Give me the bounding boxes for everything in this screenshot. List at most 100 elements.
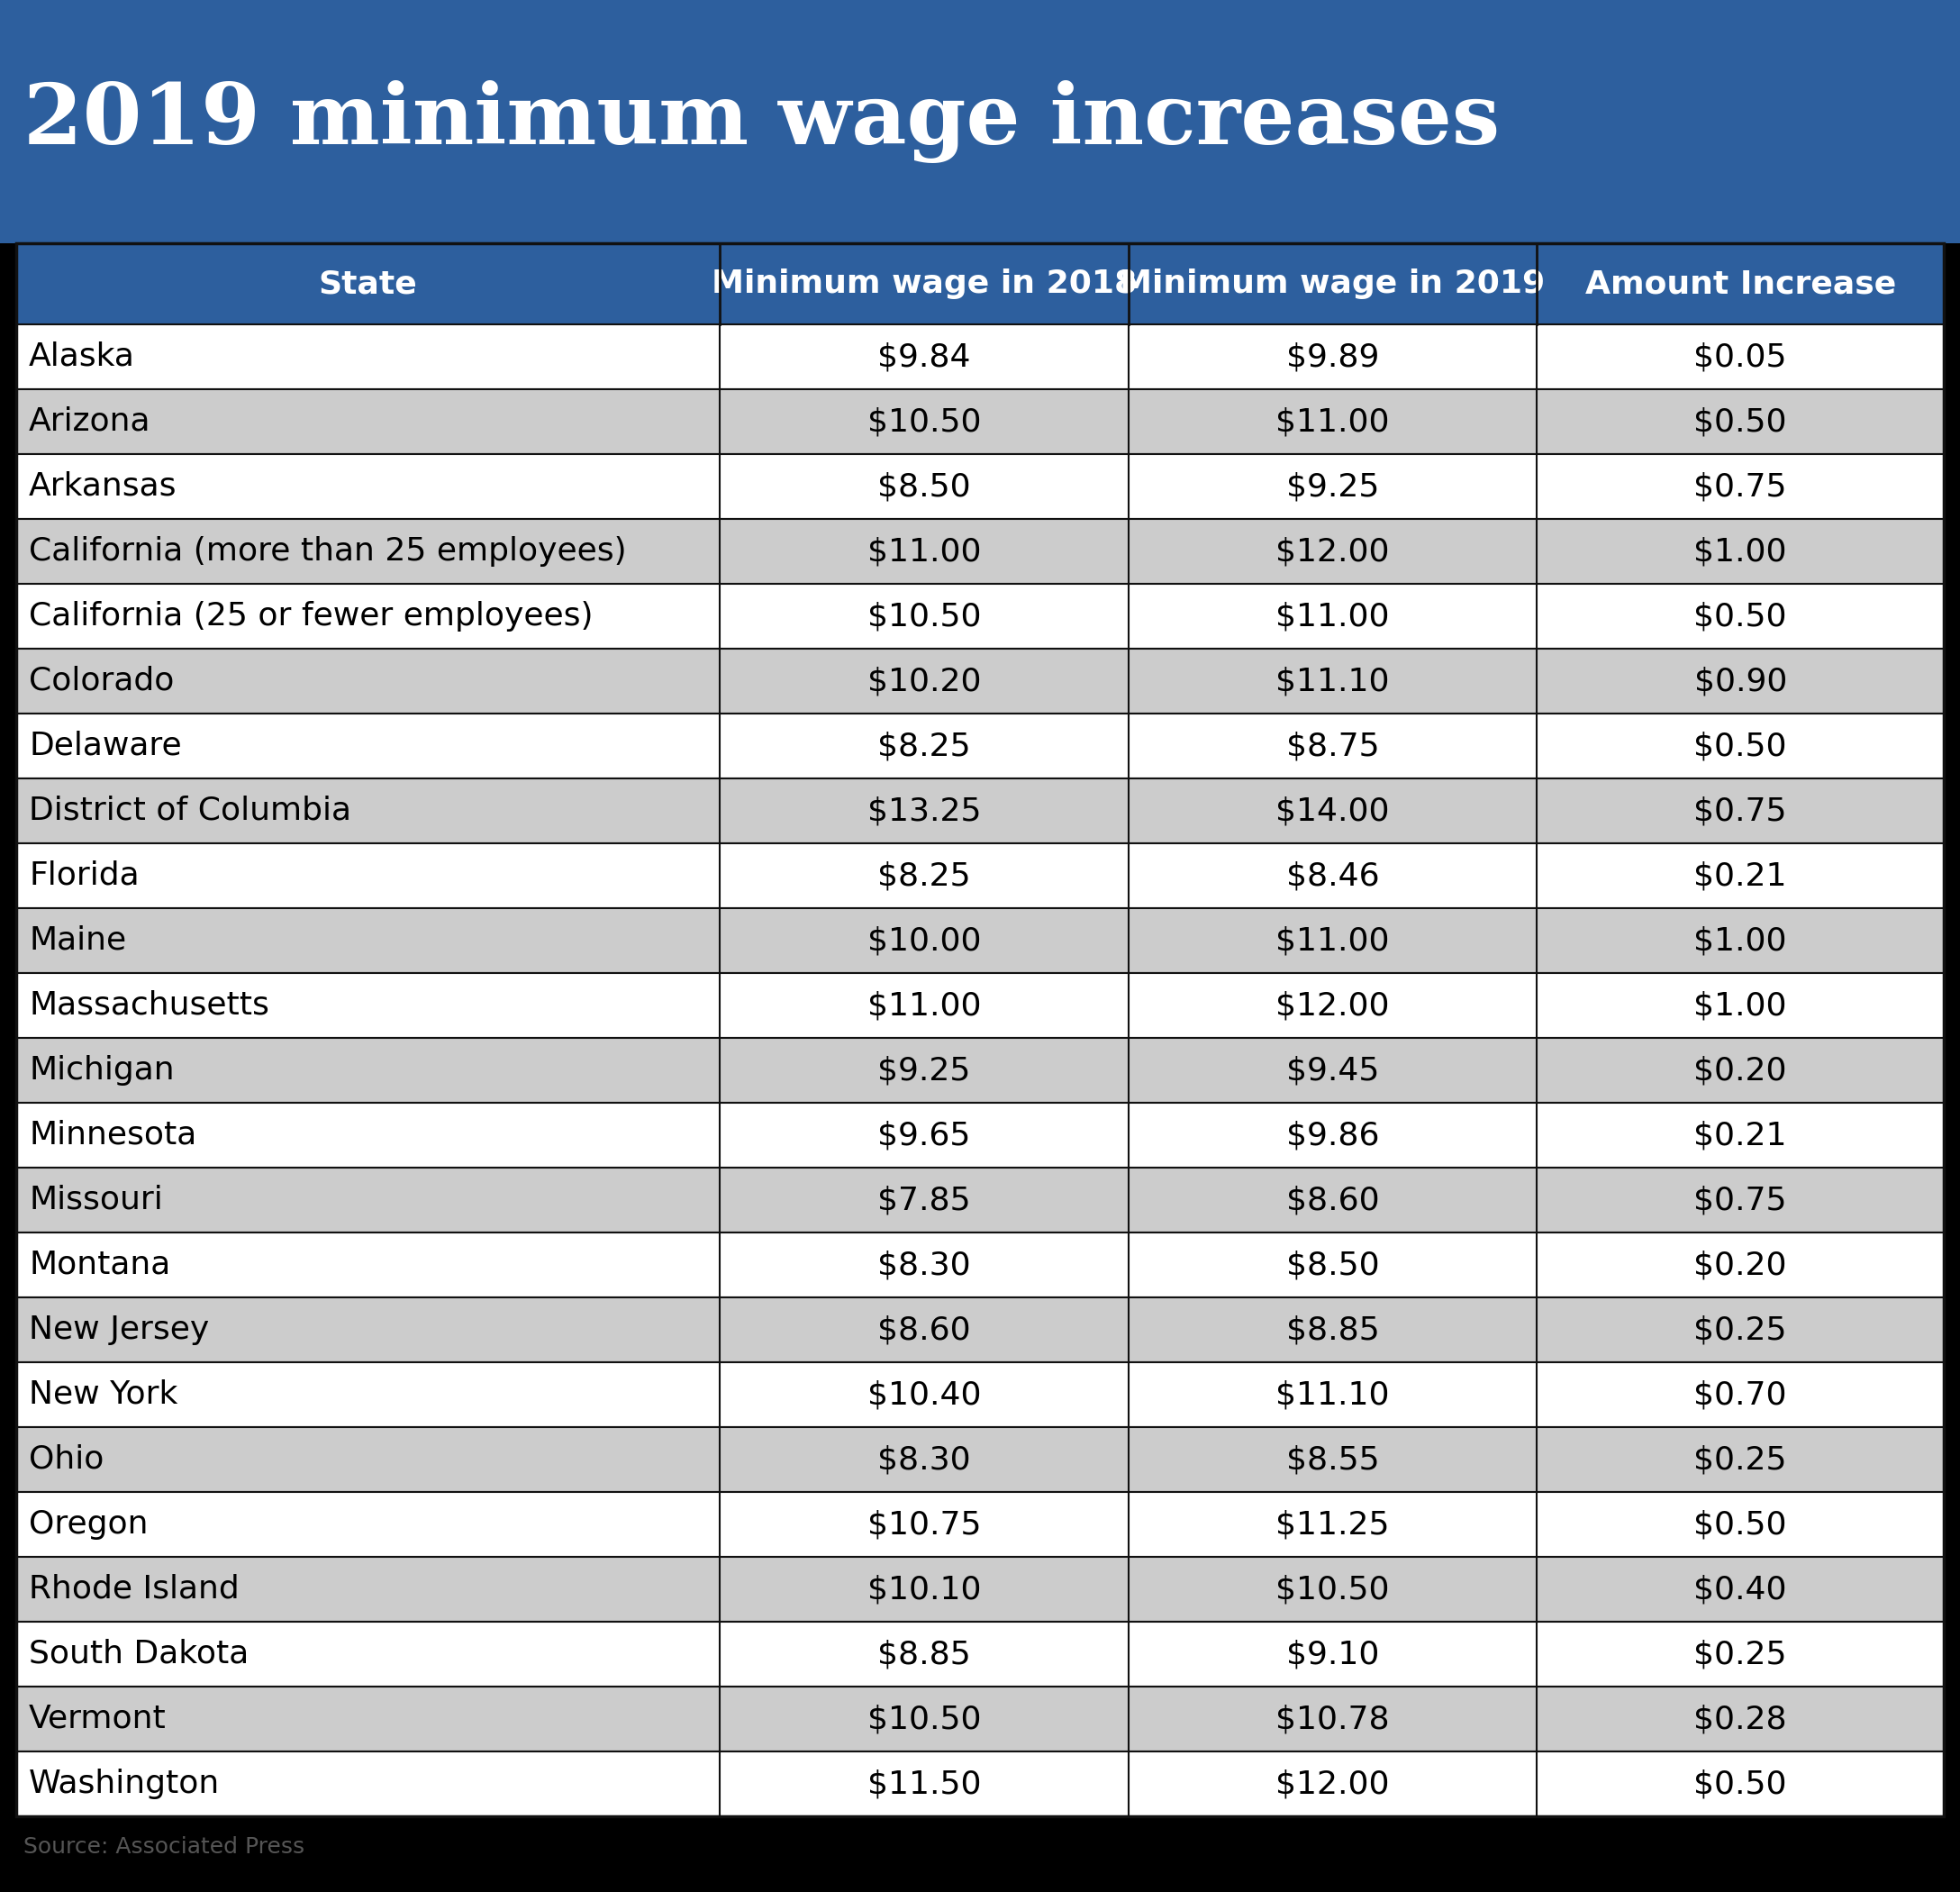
Bar — [16, 649, 1944, 713]
Text: $0.50: $0.50 — [1693, 730, 1788, 761]
Text: $11.00: $11.00 — [1276, 925, 1390, 955]
Text: $9.89: $9.89 — [1286, 341, 1380, 373]
Text: $1.00: $1.00 — [1693, 990, 1788, 1022]
Text: $8.60: $8.60 — [1286, 1184, 1380, 1215]
Bar — [0, 1816, 1960, 1892]
Text: $8.30: $8.30 — [878, 1249, 970, 1281]
Bar — [16, 390, 1944, 454]
Text: $11.50: $11.50 — [866, 1769, 982, 1799]
Text: $8.50: $8.50 — [878, 471, 970, 501]
Text: $8.25: $8.25 — [878, 861, 970, 891]
Text: Michigan: Michigan — [29, 1056, 174, 1086]
Bar — [16, 244, 1944, 324]
Text: $10.50: $10.50 — [1276, 1574, 1390, 1604]
Text: $1.00: $1.00 — [1693, 535, 1788, 568]
Bar — [16, 518, 1944, 585]
Text: $0.21: $0.21 — [1693, 1120, 1788, 1150]
Text: $0.70: $0.70 — [1693, 1379, 1788, 1410]
Text: Maine: Maine — [29, 925, 125, 955]
Text: $10.00: $10.00 — [866, 925, 982, 955]
Text: $0.21: $0.21 — [1693, 861, 1788, 891]
Text: $9.10: $9.10 — [1286, 1638, 1380, 1669]
Bar — [16, 1039, 1944, 1103]
Text: $14.00: $14.00 — [1276, 795, 1390, 827]
Text: California (more than 25 employees): California (more than 25 employees) — [29, 535, 627, 568]
Text: $10.50: $10.50 — [866, 407, 982, 437]
Text: New Jersey: New Jersey — [29, 1315, 210, 1345]
Text: $0.20: $0.20 — [1693, 1056, 1788, 1086]
Text: $8.60: $8.60 — [878, 1315, 970, 1345]
Text: New York: New York — [29, 1379, 178, 1410]
Bar — [16, 844, 1944, 908]
Text: $11.10: $11.10 — [1276, 1379, 1390, 1410]
Text: $11.00: $11.00 — [1276, 407, 1390, 437]
Text: $10.10: $10.10 — [866, 1574, 982, 1604]
Text: $1.00: $1.00 — [1693, 925, 1788, 955]
Text: Washington: Washington — [29, 1769, 220, 1799]
Text: South Dakota: South Dakota — [29, 1638, 249, 1669]
Text: $10.20: $10.20 — [866, 666, 982, 696]
Text: $8.75: $8.75 — [1286, 730, 1380, 761]
Text: $0.05: $0.05 — [1693, 341, 1788, 373]
Text: Arizona: Arizona — [29, 407, 151, 437]
Text: $8.85: $8.85 — [878, 1638, 970, 1669]
Bar — [16, 1362, 1944, 1427]
Text: $10.50: $10.50 — [866, 1703, 982, 1735]
Text: $10.40: $10.40 — [866, 1379, 982, 1410]
Text: $10.75: $10.75 — [866, 1510, 982, 1540]
Text: $9.45: $9.45 — [1286, 1056, 1380, 1086]
Text: $0.40: $0.40 — [1693, 1574, 1788, 1604]
Text: $9.25: $9.25 — [1286, 471, 1380, 501]
Text: 2019 minimum wage increases: 2019 minimum wage increases — [24, 79, 1499, 163]
Text: $11.00: $11.00 — [866, 535, 982, 568]
Text: $0.90: $0.90 — [1693, 666, 1788, 696]
Text: Minimum wage in 2019: Minimum wage in 2019 — [1119, 269, 1544, 299]
Bar — [16, 1686, 1944, 1752]
Bar — [16, 324, 1944, 390]
Bar — [16, 778, 1944, 844]
Text: Minnesota: Minnesota — [29, 1120, 196, 1150]
Text: $8.50: $8.50 — [1286, 1249, 1380, 1281]
Text: $0.50: $0.50 — [1693, 1769, 1788, 1799]
Text: Delaware: Delaware — [29, 730, 182, 761]
Text: $0.28: $0.28 — [1693, 1703, 1788, 1735]
Bar — [16, 1493, 1944, 1557]
Bar — [16, 1557, 1944, 1621]
Text: $0.20: $0.20 — [1693, 1249, 1788, 1281]
Text: $12.00: $12.00 — [1276, 1769, 1390, 1799]
Text: $9.86: $9.86 — [1286, 1120, 1380, 1150]
Text: Minimum wage in 2018: Minimum wage in 2018 — [711, 269, 1137, 299]
Text: Rhode Island: Rhode Island — [29, 1574, 239, 1604]
Bar — [16, 1298, 1944, 1362]
Text: $0.25: $0.25 — [1693, 1315, 1788, 1345]
Bar — [16, 1752, 1944, 1816]
Text: $0.50: $0.50 — [1693, 1510, 1788, 1540]
Text: $9.84: $9.84 — [878, 341, 970, 373]
Text: $10.78: $10.78 — [1276, 1703, 1390, 1735]
Text: $0.25: $0.25 — [1693, 1444, 1788, 1476]
Bar — [0, 0, 1960, 244]
Text: State: State — [319, 269, 417, 299]
Bar — [16, 1621, 1944, 1686]
Text: Massachusetts: Massachusetts — [29, 990, 269, 1022]
Text: District of Columbia: District of Columbia — [29, 795, 351, 827]
Text: Vermont: Vermont — [29, 1703, 167, 1735]
Text: $13.25: $13.25 — [866, 795, 982, 827]
Bar — [16, 972, 1944, 1039]
Text: $8.46: $8.46 — [1286, 861, 1380, 891]
Bar — [16, 1167, 1944, 1232]
Text: Florida: Florida — [29, 861, 139, 891]
Bar — [16, 1232, 1944, 1298]
Text: $11.10: $11.10 — [1276, 666, 1390, 696]
Text: $9.65: $9.65 — [878, 1120, 970, 1150]
Text: $11.25: $11.25 — [1276, 1510, 1390, 1540]
Text: $8.85: $8.85 — [1286, 1315, 1380, 1345]
Text: Ohio: Ohio — [29, 1444, 104, 1476]
Bar — [16, 713, 1944, 778]
Text: $9.25: $9.25 — [878, 1056, 970, 1086]
Bar — [16, 1427, 1944, 1493]
Text: Alaska: Alaska — [29, 341, 135, 373]
Text: $11.00: $11.00 — [1276, 602, 1390, 632]
Text: $0.50: $0.50 — [1693, 602, 1788, 632]
Bar — [16, 454, 1944, 518]
